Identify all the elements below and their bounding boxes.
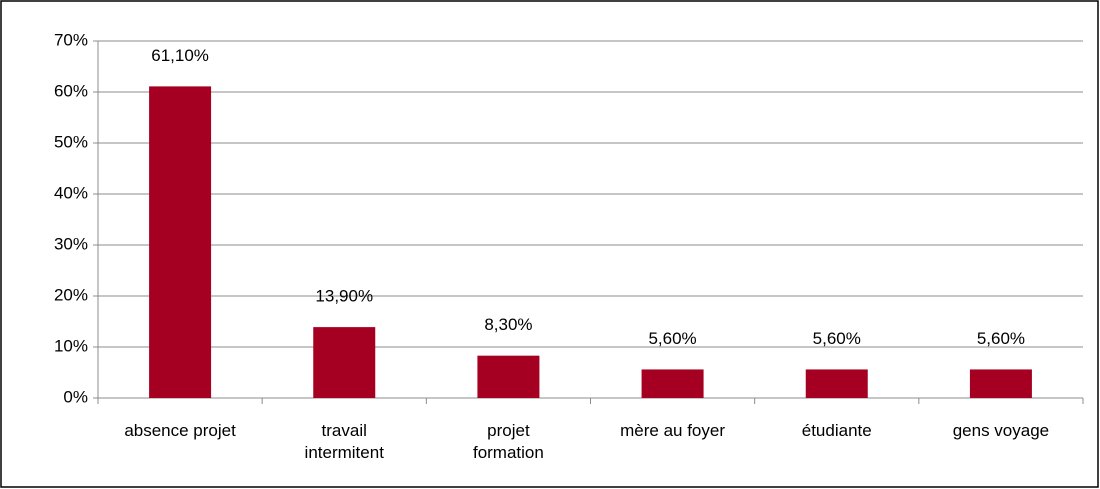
bar xyxy=(477,355,540,398)
y-tick-label: 60% xyxy=(54,81,88,100)
x-tick-label: mère au foyer xyxy=(620,421,726,440)
bar xyxy=(641,369,704,398)
bar xyxy=(805,369,868,398)
x-tick-label: absence projet xyxy=(124,421,236,440)
data-label: 5,60% xyxy=(977,329,1025,348)
x-tick-label: travail intermitent xyxy=(304,421,384,462)
y-tick-label: 20% xyxy=(54,285,88,304)
y-tick-label: 40% xyxy=(54,183,88,202)
data-label: 5,60% xyxy=(648,329,696,348)
x-tick-label: gens voyage xyxy=(952,421,1050,440)
y-tick-label: 70% xyxy=(54,30,88,49)
bar xyxy=(313,327,376,398)
data-label: 13,90% xyxy=(315,287,373,306)
data-label: 8,30% xyxy=(484,315,532,334)
bar xyxy=(969,369,1032,398)
data-label: 5,60% xyxy=(813,329,861,348)
y-tick-label: 0% xyxy=(63,387,88,406)
y-tick-label: 10% xyxy=(54,336,88,355)
y-tick-label: 50% xyxy=(54,132,88,151)
x-tick-label: étudiante xyxy=(801,421,872,440)
bar xyxy=(149,86,212,398)
data-label: 61,10% xyxy=(151,46,209,65)
x-tick-label: projet formation xyxy=(472,421,544,462)
y-tick-label: 30% xyxy=(54,234,88,253)
